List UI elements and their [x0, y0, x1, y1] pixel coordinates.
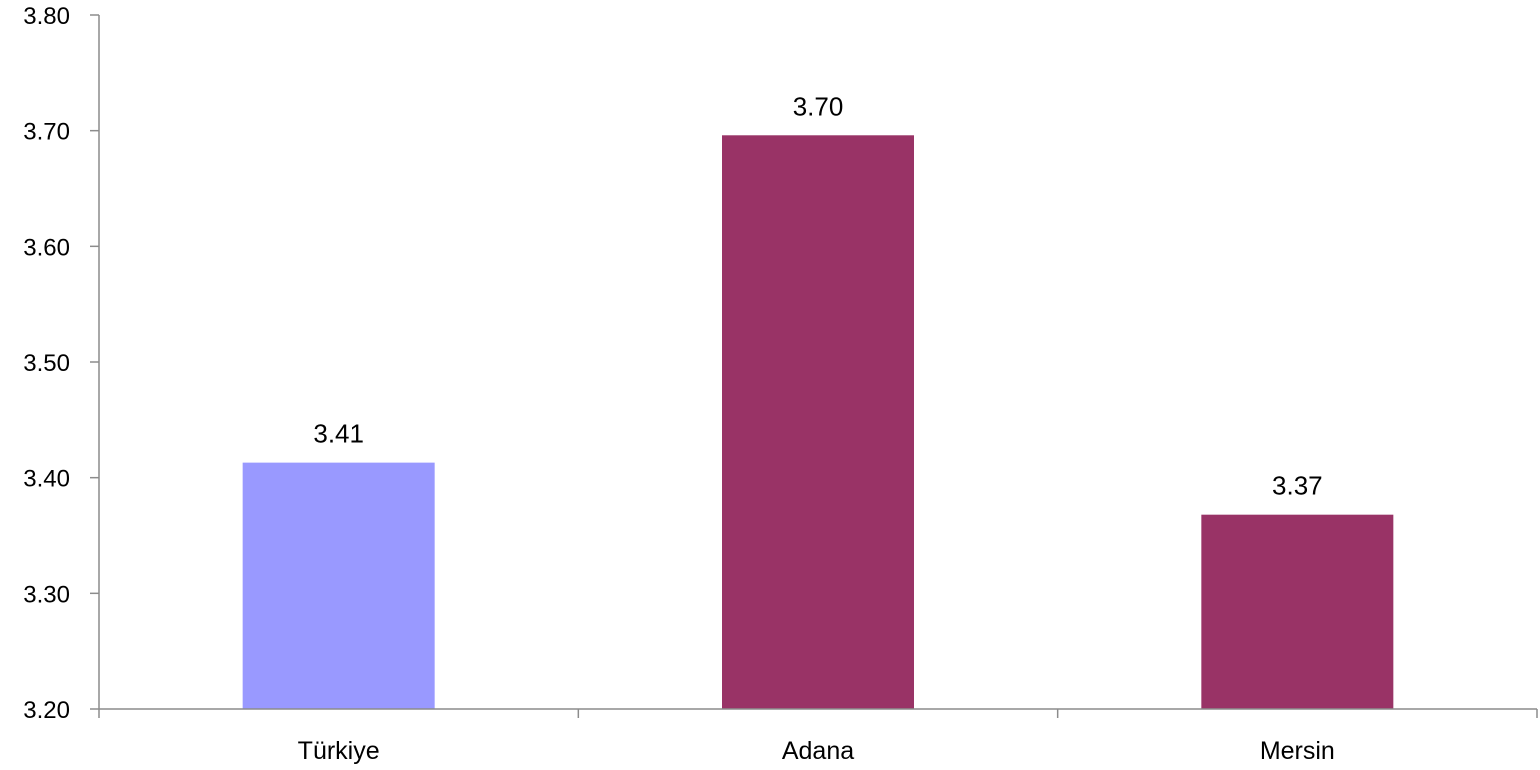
x-axis-ticks — [98, 709, 1538, 718]
y-axis-ticks — [90, 14, 99, 710]
bars — [242, 135, 1394, 709]
y-tick-label: 3.30 — [23, 581, 70, 608]
data-label: 3.37 — [1272, 471, 1323, 501]
x-category-label: Türkiye — [298, 737, 380, 765]
x-category-label: Mersin — [1260, 737, 1335, 765]
y-tick-label: 3.80 — [23, 3, 70, 30]
x-category-label: Adana — [782, 737, 854, 765]
y-axis-tick-labels: 3.20 3.30 3.40 3.50 3.60 3.70 3.80 — [23, 3, 70, 724]
x-axis-category-labels: Türkiye Adana Mersin — [298, 737, 1335, 765]
bar-t-rkiye — [242, 462, 435, 709]
bar-mersin — [1201, 514, 1394, 709]
bar-adana — [722, 135, 914, 709]
data-label: 3.41 — [313, 419, 364, 449]
y-tick-label: 3.40 — [23, 466, 70, 493]
y-tick-label: 3.50 — [23, 350, 70, 377]
y-tick-label: 3.60 — [23, 234, 70, 261]
y-tick-label: 3.70 — [23, 119, 70, 146]
data-labels: 3.41 3.70 3.37 — [313, 91, 1322, 500]
y-tick-label: 3.20 — [23, 697, 70, 724]
data-label: 3.70 — [793, 91, 844, 121]
